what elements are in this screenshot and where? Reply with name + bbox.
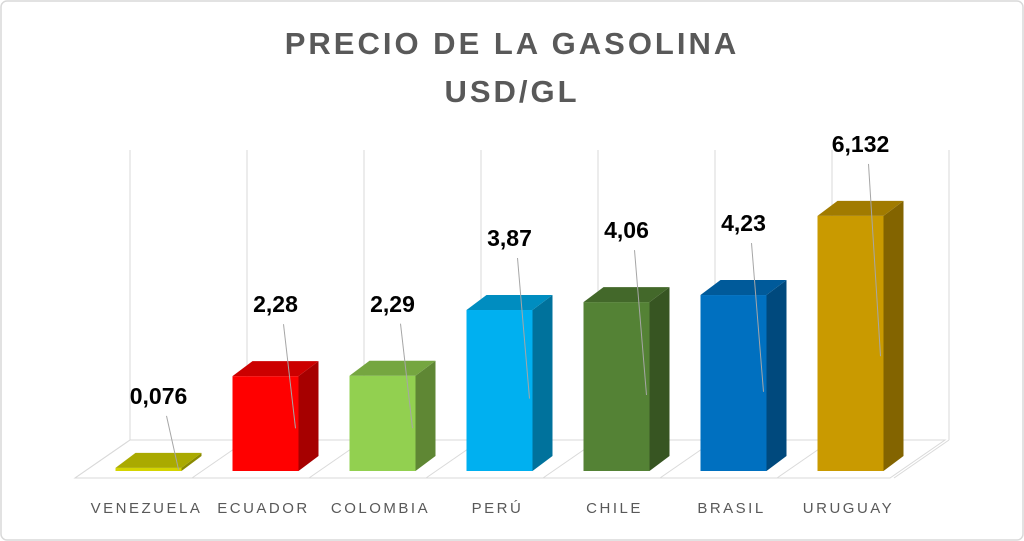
bar <box>232 376 299 471</box>
bar-side <box>181 452 202 471</box>
leader-line <box>166 415 179 470</box>
value-label: 2,29 <box>370 291 415 317</box>
bar-top <box>700 280 787 296</box>
value-label: 4,06 <box>604 217 649 243</box>
bar-top <box>232 361 319 377</box>
x-tick-label: BRASIL <box>697 500 765 517</box>
leader-line <box>400 323 413 429</box>
bar <box>466 310 533 471</box>
x-tick-label: VENEZUELA <box>91 500 203 517</box>
leader-line <box>517 257 530 399</box>
bar <box>115 467 182 471</box>
x-tick-label: CHILE <box>586 500 643 517</box>
leader-line <box>868 163 881 357</box>
value-label: 2,28 <box>253 291 298 317</box>
value-label: 3,87 <box>487 225 532 251</box>
x-tick-label: URUGUAY <box>803 500 894 517</box>
bar-top <box>115 452 202 468</box>
leader-line <box>634 250 647 396</box>
bar <box>349 375 416 471</box>
bar <box>583 302 650 471</box>
bar-top <box>817 200 904 216</box>
value-label: 6,132 <box>832 131 890 157</box>
bar-top <box>349 360 436 376</box>
x-tick-label: PERÚ <box>472 500 524 517</box>
bar-side <box>883 200 904 471</box>
floor-grid-line <box>74 439 131 479</box>
floor-grid-line <box>893 439 950 479</box>
leader-line <box>283 324 296 429</box>
value-label: 0,076 <box>130 383 188 409</box>
chart-title: PRECIO DE LA GASOLINA <box>285 26 740 61</box>
bar-side <box>415 360 436 471</box>
leader-line <box>751 242 764 392</box>
bar-side <box>649 287 670 471</box>
chart-subtitle: USD/GL <box>444 74 579 109</box>
bar <box>817 215 884 471</box>
bar-top <box>583 287 670 303</box>
bar-side <box>532 295 553 471</box>
x-tick-label: COLOMBIA <box>331 500 430 517</box>
x-tick-label: ECUADOR <box>217 500 310 517</box>
bar-side <box>766 280 787 471</box>
bar-side <box>298 361 319 471</box>
bar-top <box>466 295 553 311</box>
bar <box>700 295 767 471</box>
value-label: 4,23 <box>721 210 766 236</box>
